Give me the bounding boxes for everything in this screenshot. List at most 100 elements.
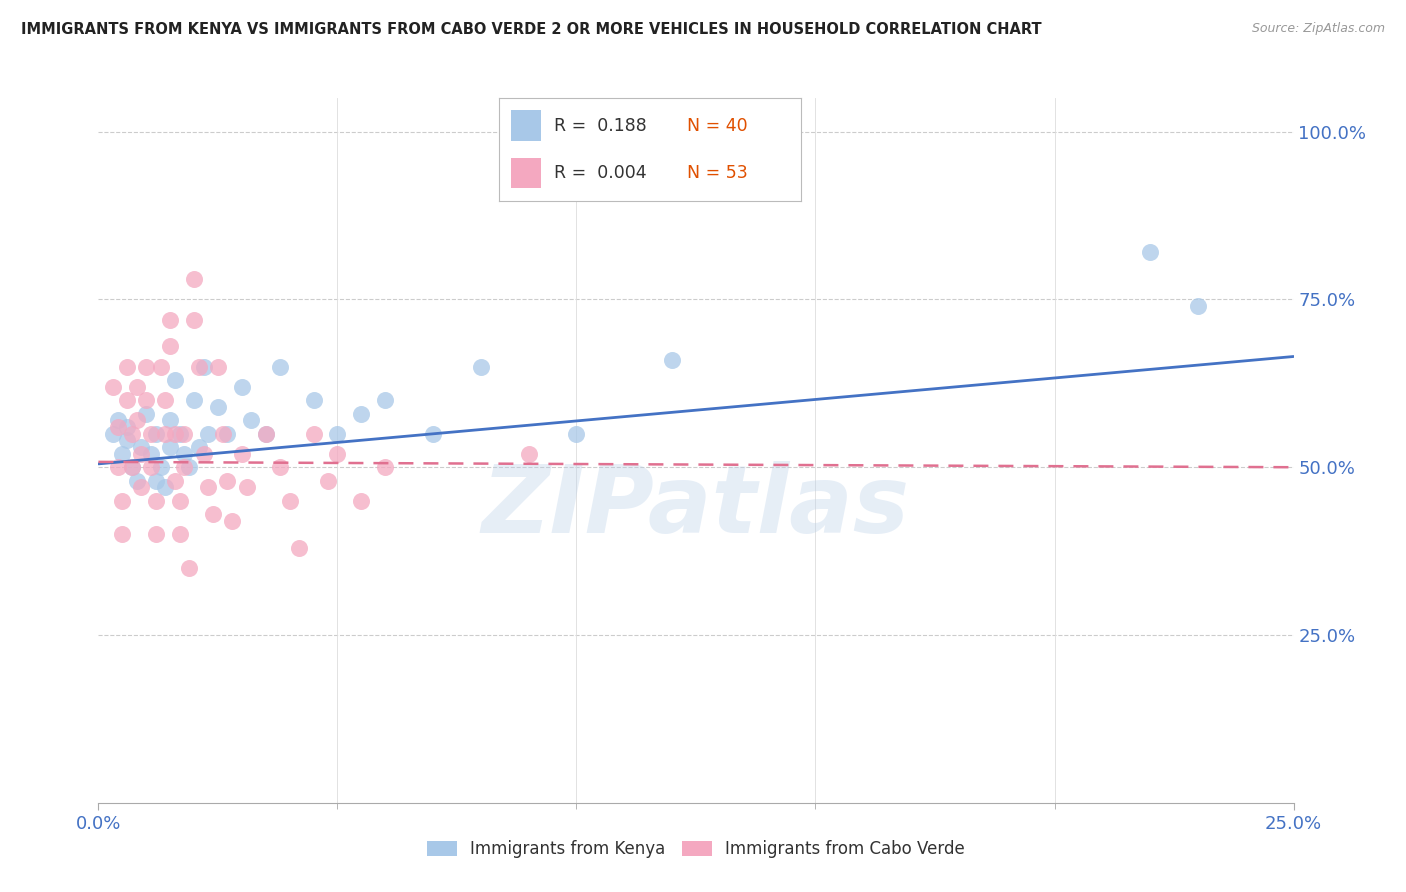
Legend: Immigrants from Kenya, Immigrants from Cabo Verde: Immigrants from Kenya, Immigrants from C…: [420, 834, 972, 865]
Point: [221, 514, 243, 528]
Point: [254, 426, 277, 441]
Point: [149, 359, 172, 374]
Point: [145, 493, 167, 508]
Point: [111, 527, 134, 541]
Point: [131, 480, 153, 494]
Point: [1187, 299, 1209, 313]
Point: [163, 426, 186, 441]
Point: [155, 393, 177, 408]
Text: N = 53: N = 53: [686, 164, 748, 182]
Point: [159, 339, 181, 353]
Point: [350, 407, 373, 421]
Point: [269, 460, 291, 475]
Point: [115, 359, 138, 374]
Point: [107, 413, 129, 427]
Point: [169, 527, 191, 541]
Text: Source: ZipAtlas.com: Source: ZipAtlas.com: [1251, 22, 1385, 36]
Point: [139, 460, 162, 475]
Point: [565, 426, 588, 441]
Point: [187, 440, 209, 454]
Point: [207, 400, 229, 414]
Point: [163, 474, 186, 488]
Point: [145, 527, 167, 541]
Point: [202, 507, 225, 521]
Point: [145, 474, 167, 488]
Point: [173, 460, 195, 475]
Point: [115, 420, 138, 434]
Point: [422, 426, 444, 441]
Point: [217, 474, 239, 488]
Point: [1139, 245, 1161, 260]
Point: [163, 373, 186, 387]
Point: [187, 359, 209, 374]
Point: [125, 380, 148, 394]
Point: [235, 480, 257, 494]
Point: [101, 380, 124, 394]
Point: [183, 272, 205, 286]
Point: [121, 460, 143, 475]
Point: [193, 447, 215, 461]
Point: [211, 426, 233, 441]
Point: [159, 440, 181, 454]
Point: [135, 407, 157, 421]
Point: [288, 541, 311, 555]
Text: R =  0.004: R = 0.004: [554, 164, 647, 182]
Point: [159, 413, 181, 427]
Point: [139, 426, 162, 441]
Point: [135, 359, 157, 374]
Point: [115, 434, 138, 448]
Point: [135, 393, 157, 408]
Point: [326, 426, 349, 441]
Point: [661, 352, 683, 367]
Point: [207, 359, 229, 374]
Point: [111, 493, 134, 508]
Point: [183, 393, 205, 408]
Point: [159, 312, 181, 326]
Point: [197, 426, 219, 441]
Point: [278, 493, 301, 508]
Point: [197, 480, 219, 494]
Point: [240, 413, 263, 427]
Point: [217, 426, 239, 441]
Point: [155, 480, 177, 494]
Point: [125, 474, 148, 488]
Point: [111, 447, 134, 461]
Point: [374, 393, 396, 408]
Point: [173, 426, 195, 441]
Point: [107, 460, 129, 475]
Point: [350, 493, 373, 508]
Point: [254, 426, 277, 441]
Point: [269, 359, 291, 374]
Point: [121, 426, 143, 441]
Point: [326, 447, 349, 461]
Point: [517, 447, 540, 461]
Point: [115, 393, 138, 408]
Bar: [512, 111, 541, 141]
Point: [316, 474, 339, 488]
Point: [193, 359, 215, 374]
Point: [169, 426, 191, 441]
Point: [121, 460, 143, 475]
Point: [231, 380, 253, 394]
Point: [470, 359, 492, 374]
Point: [149, 460, 172, 475]
Text: N = 40: N = 40: [686, 117, 747, 135]
Point: [173, 447, 195, 461]
Text: ZIPatlas: ZIPatlas: [482, 461, 910, 553]
Point: [302, 426, 325, 441]
Point: [131, 447, 153, 461]
Point: [145, 426, 167, 441]
Point: [302, 393, 325, 408]
Point: [179, 460, 201, 475]
Point: [169, 493, 191, 508]
Point: [139, 447, 162, 461]
Point: [131, 440, 153, 454]
Point: [179, 561, 201, 575]
Text: IMMIGRANTS FROM KENYA VS IMMIGRANTS FROM CABO VERDE 2 OR MORE VEHICLES IN HOUSEH: IMMIGRANTS FROM KENYA VS IMMIGRANTS FROM…: [21, 22, 1042, 37]
Point: [231, 447, 253, 461]
Text: R =  0.188: R = 0.188: [554, 117, 647, 135]
Point: [183, 312, 205, 326]
Point: [107, 420, 129, 434]
Point: [155, 426, 177, 441]
Point: [101, 426, 124, 441]
